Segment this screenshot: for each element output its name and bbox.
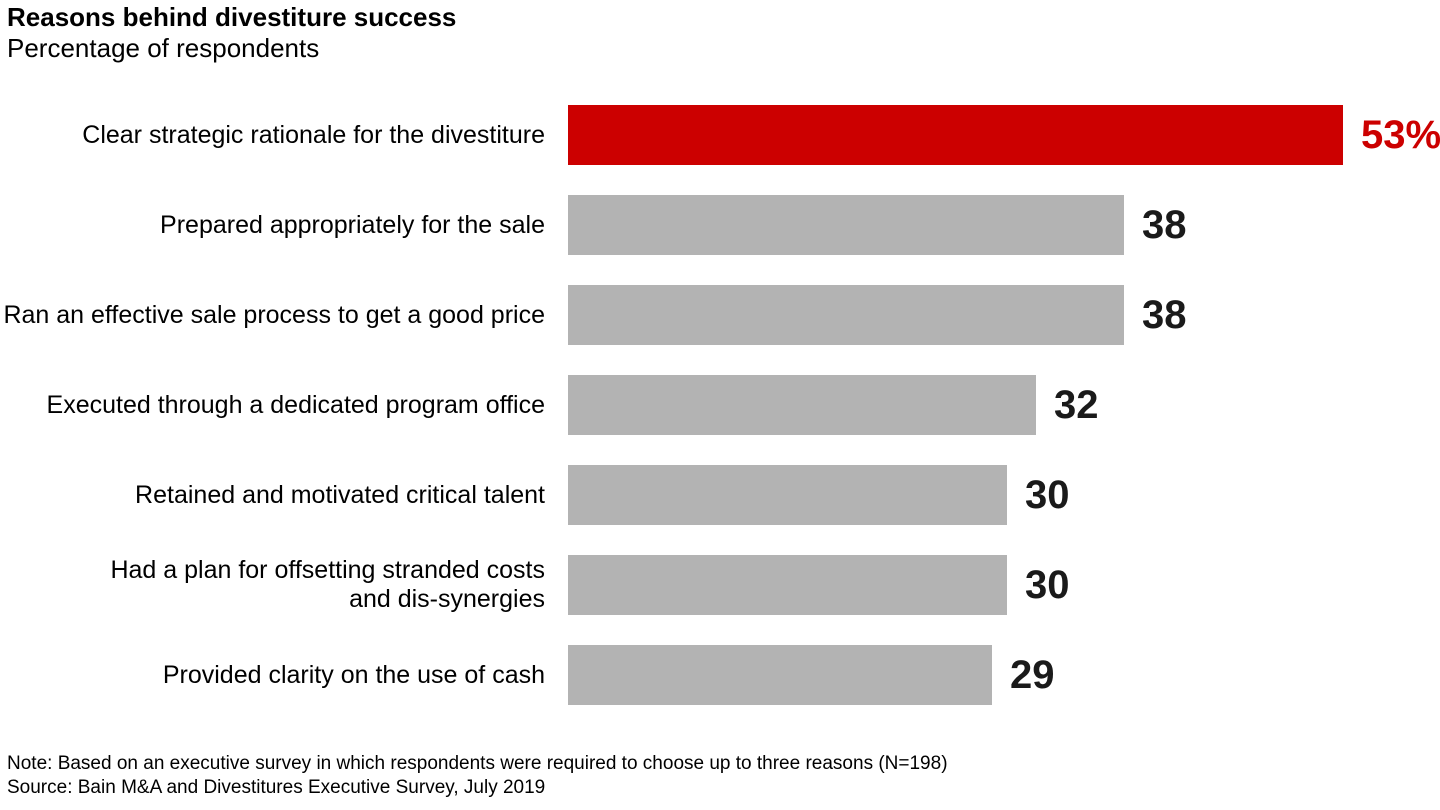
chart-row: Prepared appropriately for the sale 38 [0, 195, 1440, 255]
chart-row: Retained and motivated critical talent 30 [0, 465, 1440, 525]
bar [568, 645, 992, 705]
bar-value-label: 53% [1361, 112, 1440, 157]
bar-category-label: Retained and motivated critical talent [135, 480, 545, 509]
bar-category-label: Had a plan for offsetting stranded costs… [110, 556, 545, 613]
bar [568, 465, 1007, 525]
bar [568, 555, 1007, 615]
bar-value-label: 29 [1010, 652, 1055, 697]
bar-category-label: Ran an effective sale process to get a g… [3, 300, 545, 329]
bar-category-label: Provided clarity on the use of cash [162, 660, 545, 689]
chart-row: Clear strategic rationale for the divest… [0, 105, 1440, 165]
bar-chart: Clear strategic rationale for the divest… [0, 105, 1440, 735]
bar-category-label: Clear strategic rationale for the divest… [82, 120, 545, 149]
bar-value-label: 30 [1025, 562, 1070, 607]
note-text: Note: Based on an executive survey in wh… [7, 753, 948, 774]
bar-category-label: Executed through a dedicated program off… [46, 390, 545, 419]
source-text: Source: Bain M&A and Divestitures Execut… [7, 777, 546, 798]
bar-category-label: Prepared appropriately for the sale [160, 210, 545, 239]
chart-row: Provided clarity on the use of cash 29 [0, 645, 1440, 705]
bar-value-label: 30 [1025, 472, 1070, 517]
bar-value-label: 38 [1142, 202, 1187, 247]
chart-header: Reasons behind divestiture success Perce… [7, 2, 456, 64]
chart-footer: Note: Based on an executive survey in wh… [7, 752, 948, 800]
chart-title: Reasons behind divestiture success [7, 2, 457, 32]
bar-value-label: 32 [1054, 382, 1099, 427]
bar [568, 375, 1036, 435]
bar [568, 105, 1343, 165]
chart-row: Had a plan for offsetting stranded costs… [0, 555, 1440, 615]
chart-row: Executed through a dedicated program off… [0, 375, 1440, 435]
bar [568, 195, 1124, 255]
chart-row: Ran an effective sale process to get a g… [0, 285, 1440, 345]
bar-value-label: 38 [1142, 292, 1187, 337]
bar [568, 285, 1124, 345]
chart-subtitle: Percentage of respondents [7, 33, 320, 63]
